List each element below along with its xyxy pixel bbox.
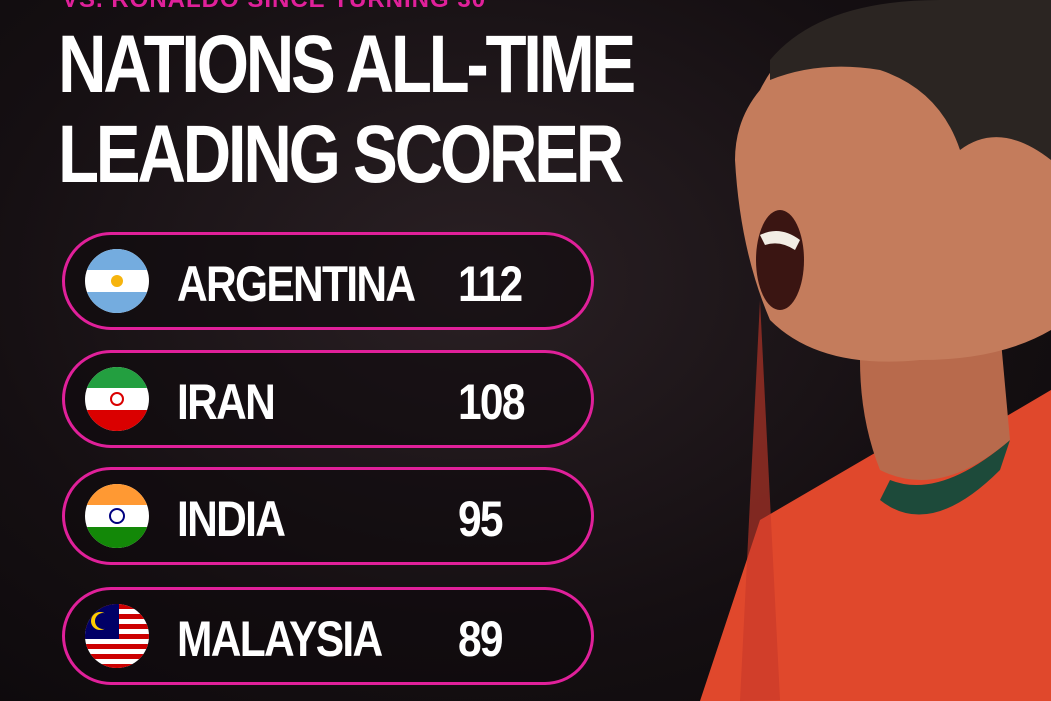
flag [85,604,149,668]
row: INDIA 95 [62,467,594,565]
row: ARGENTINA 112 [62,232,594,330]
kicker: VS. RONALDO SINCE TURNING 30 [62,0,486,14]
flag [85,249,149,313]
row: IRAN 108 [62,350,594,448]
country: MALAYSIA [177,611,383,667]
country: INDIA [177,491,286,547]
goals: 95 [458,491,504,547]
goals: 89 [458,611,504,667]
row: MALAYSIA 89 [62,587,594,685]
goals: 112 [458,256,523,312]
goals: 108 [458,374,526,430]
flag [85,484,149,548]
country: ARGENTINA [177,256,416,312]
flag [85,367,149,431]
title-line: NATIONS ALL-TIME [58,19,636,110]
country: IRAN [177,374,276,430]
title-line: LEADING SCORER [58,109,624,200]
